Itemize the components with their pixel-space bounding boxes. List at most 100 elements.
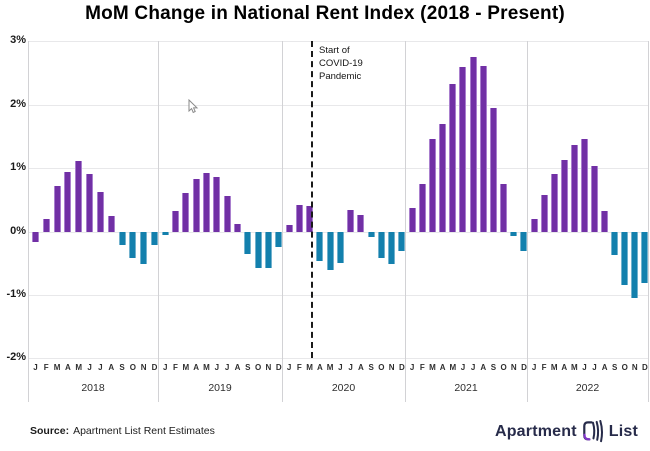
bar-2022-S9 (611, 232, 619, 255)
chart-title: MoM Change in National Rent Index (2018 … (85, 3, 565, 24)
bar-2020-A4 (316, 232, 324, 261)
month-tick-label: N (140, 363, 147, 372)
apartment-list-logo: Apartment List (495, 420, 638, 444)
bar-2022-F2 (540, 194, 548, 232)
month-tick-label: A (234, 363, 241, 372)
bar-2021-J6 (459, 67, 467, 232)
month-tick-label: F (419, 363, 425, 372)
month-tick-label: S (368, 363, 374, 372)
bar-2021-F2 (418, 183, 426, 232)
month-tick-label: F (541, 363, 547, 372)
bar-2021-O10 (500, 183, 508, 232)
bar-2022-A4 (560, 160, 568, 232)
month-tick-label: J (286, 363, 292, 372)
month-tick-label: J (224, 363, 230, 372)
bar-2020-N11 (388, 232, 396, 264)
month-tick-label: A (357, 363, 364, 372)
bar-2020-J7 (347, 209, 355, 232)
month-tick-label: S (119, 363, 125, 372)
month-tick-label: O (129, 363, 136, 372)
bar-2020-D12 (398, 232, 406, 252)
bar-2020-J1 (285, 225, 293, 232)
month-tick-label: M (53, 363, 61, 372)
bar-2019-S9 (244, 232, 252, 255)
month-tick-label: M (306, 363, 313, 372)
month-tick-label: O (378, 363, 385, 372)
month-tick-label: O (255, 363, 262, 372)
month-tick-label: S (245, 363, 251, 372)
y-axis-tick-label: 2% (10, 98, 26, 110)
bar-2018-S9 (118, 232, 126, 246)
month-tick-label: M (429, 363, 436, 372)
gridline (28, 41, 648, 42)
year-label-2018: 2018 (81, 382, 105, 394)
y-axis-tick-label: 1% (10, 161, 26, 173)
bar-2021-A8 (479, 65, 487, 232)
apartment-list-door-icon (582, 420, 603, 443)
year-separator-line (527, 41, 528, 402)
year-separator-line (158, 41, 159, 402)
gridline (28, 295, 648, 296)
bar-2020-M5 (326, 232, 334, 271)
month-tick-label: M (203, 363, 210, 372)
bar-2021-M5 (449, 84, 457, 232)
month-tick-label: J (338, 363, 343, 372)
bar-2018-O10 (129, 232, 137, 258)
month-tick-label: J (214, 363, 220, 372)
month-tick-label: M (326, 363, 334, 372)
month-tick-label: A (108, 363, 115, 372)
month-tick-label: M (571, 363, 578, 372)
covid-annotation-line3: Pandemic (319, 71, 362, 82)
month-tick-label: J (470, 363, 476, 372)
source-label: Source: (30, 425, 70, 437)
bar-2021-D12 (520, 232, 528, 252)
month-tick-label: O (500, 363, 507, 372)
bar-2018-M3 (53, 185, 61, 232)
bar-2019-F2 (172, 211, 179, 232)
covid-start-dashed-line (311, 41, 313, 358)
bar-2018-J7 (96, 192, 104, 232)
gridline (28, 358, 648, 359)
year-label-2021: 2021 (454, 382, 478, 394)
source-text: Apartment List Rent Estimates (73, 425, 215, 437)
month-tick-label: J (33, 363, 38, 372)
month-tick-label: J (348, 363, 353, 372)
bar-2021-N11 (510, 232, 518, 237)
covid-annotation-line1: Start of (319, 45, 350, 56)
year-label-2019: 2019 (208, 382, 232, 394)
covid-annotation: Start of COVID-19 Pandemic (319, 44, 363, 83)
month-tick-label: D (398, 363, 405, 372)
bar-2021-A4 (439, 123, 447, 232)
bar-2018-D12 (151, 232, 159, 246)
month-tick-label: J (409, 363, 415, 372)
month-tick-label: F (43, 363, 49, 372)
bar-2019-J6 (213, 176, 221, 232)
bar-2018-M5 (75, 160, 83, 232)
bar-2022-N11 (631, 232, 639, 298)
bar-2018-N11 (140, 232, 148, 264)
year-separator-line (405, 41, 406, 402)
bar-2020-A8 (357, 214, 365, 232)
bar-2019-N11 (265, 232, 272, 268)
month-tick-label: J (582, 363, 587, 372)
month-tick-label: M (449, 363, 457, 372)
month-tick-label: A (65, 363, 71, 372)
month-tick-label: M (550, 363, 558, 372)
mouse-cursor-icon (188, 99, 199, 114)
month-tick-label: S (611, 363, 618, 372)
bar-2021-J7 (469, 57, 477, 232)
month-tick-label: A (316, 363, 323, 372)
year-separator-line (282, 41, 283, 402)
bar-2020-O10 (377, 232, 385, 258)
year-label-2020: 2020 (331, 382, 356, 394)
bar-2022-A8 (601, 211, 609, 232)
bar-2022-M3 (550, 173, 558, 232)
bar-2018-J6 (86, 173, 94, 232)
logo-word-list: List (608, 423, 638, 440)
month-tick-label: S (490, 363, 497, 372)
month-tick-label: J (531, 363, 537, 372)
y-axis-tick-label: 3% (10, 34, 26, 46)
